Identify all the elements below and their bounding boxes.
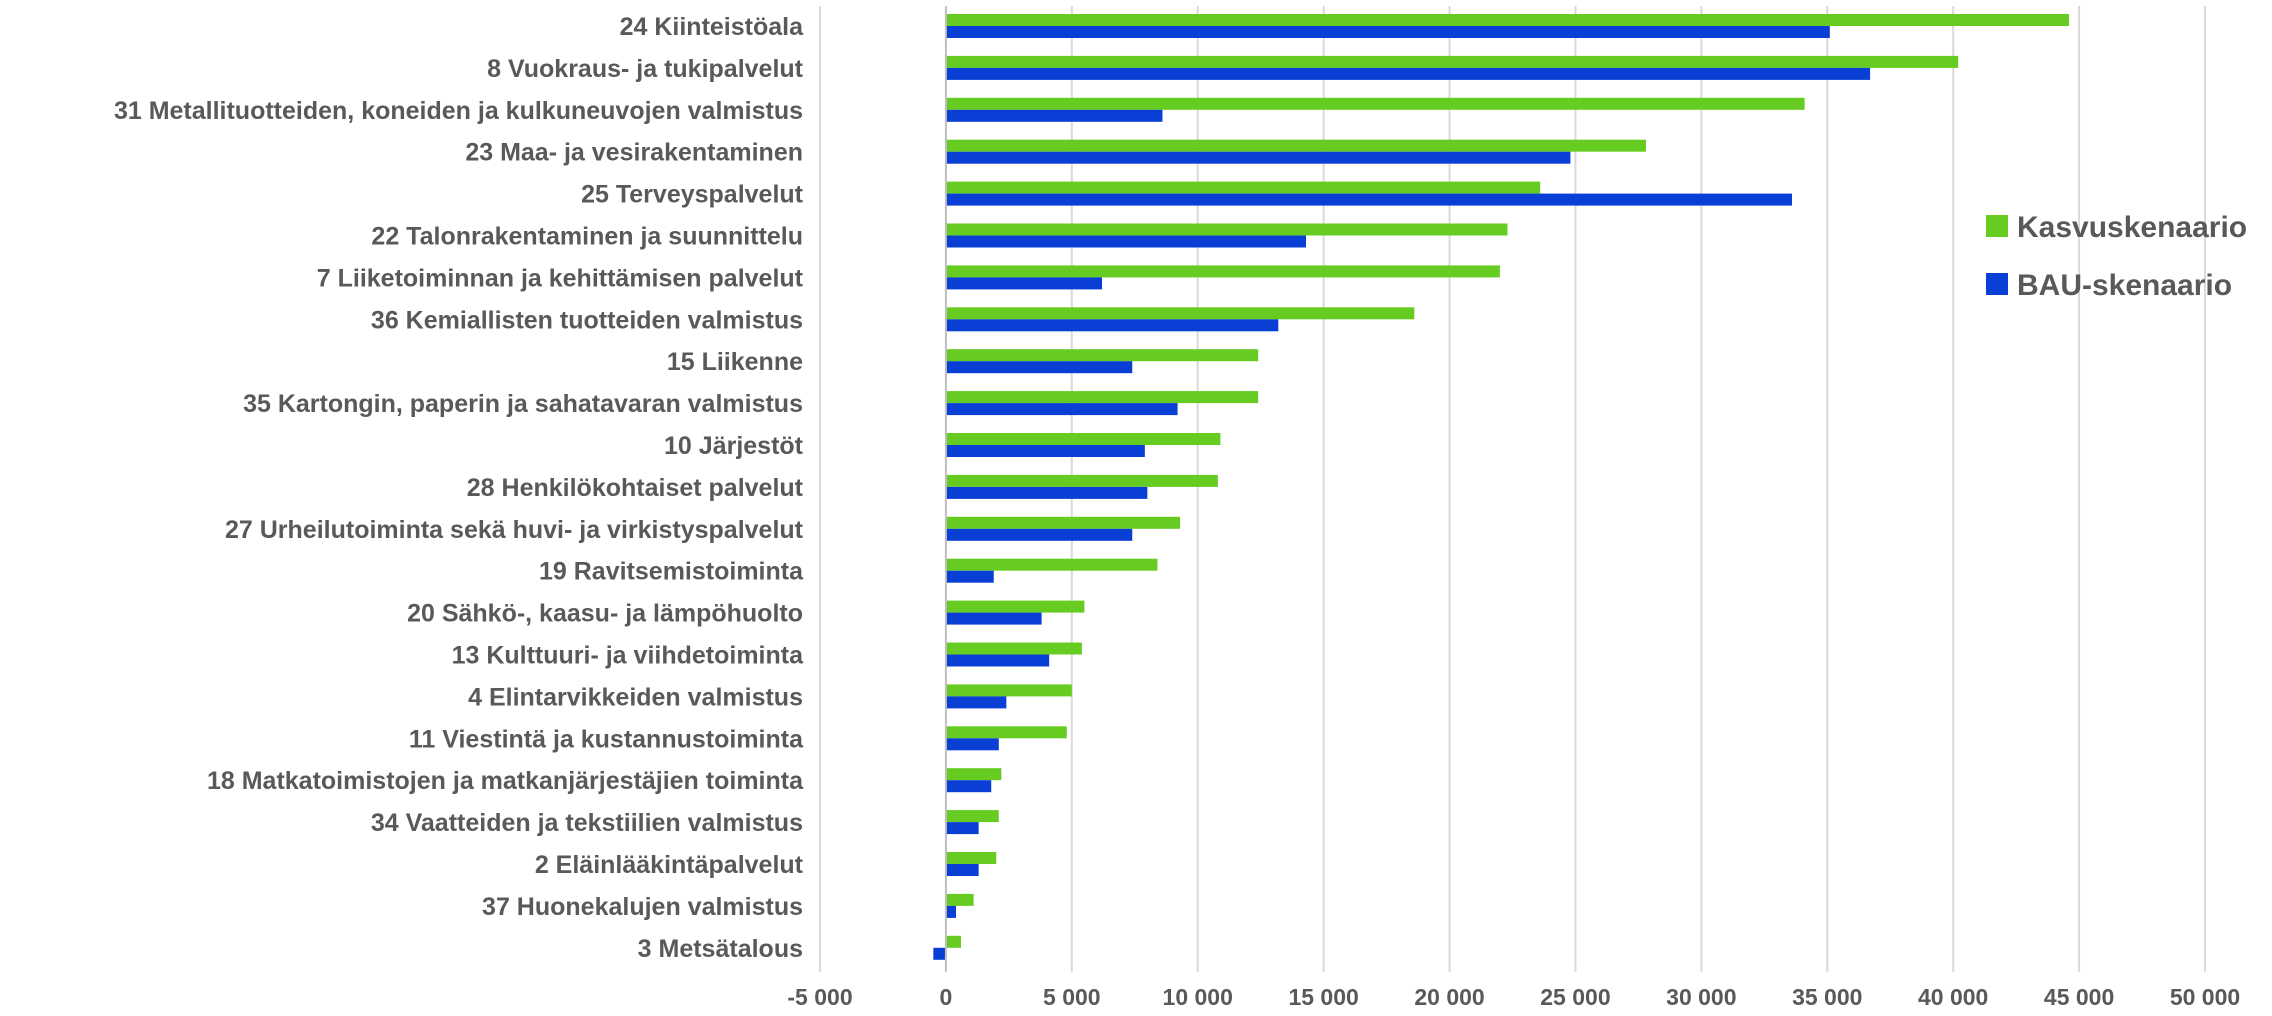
- category-label-10-jarjestot: 10 Järjestöt: [664, 432, 804, 460]
- category-label-34-vaatteiden-ja-tekstiilien-valmistus: 34 Vaatteiden ja tekstiilien valmistus: [371, 809, 803, 837]
- bar-bau-skenaario-8-vuokraus-ja-tukipalvelut: [945, 67, 1871, 80]
- category-label-4-elintarvikkeiden-valmistus: 4 Elintarvikkeiden valmistus: [468, 683, 803, 711]
- category-label-13-kulttuuri-ja-viihdetoiminta: 13 Kulttuuri- ja viihdetoiminta: [452, 642, 805, 670]
- legend: Kasvuskenaario BAU-skenaario: [1986, 211, 2247, 302]
- x-tick-label-40000: 40 000: [1918, 984, 1988, 1010]
- x-tick-label-50000: 50 000: [2170, 984, 2240, 1010]
- x-tick-label-10000: 10 000: [1163, 984, 1233, 1010]
- category-label-25-terveyspalvelut: 25 Terveyspalvelut: [581, 181, 804, 209]
- bar-kasvuskenaario-27-urheilutoiminta-seka-huvi-ja-virkistyspalvelut: [945, 516, 1181, 529]
- category-label-2-elainlaakintapalvelut: 2 Eläinlääkintäpalvelut: [535, 851, 804, 879]
- bar-bau-skenaario-10-jarjestot: [945, 445, 1145, 457]
- legend-swatch-kasvuskenaario: [1986, 215, 2008, 237]
- x-tick-label-5000: 5 000: [1043, 984, 1101, 1010]
- bar-bau-skenaario-22-talonrakentaminen-ja-suunnittelu: [945, 235, 1307, 248]
- bar-bau-skenaario-31-metallituotteiden-koneiden-ja-kulkuneuvojen-valmistus: [945, 109, 1163, 122]
- bar-bau-skenaario-2-elainlaakintapalvelut: [945, 864, 979, 876]
- category-label-23-maa-ja-vesirakentaminen: 23 Maa- ja vesirakentaminen: [465, 139, 803, 167]
- x-tick-label-45000: 45 000: [2044, 984, 2114, 1010]
- category-label-19-ravitsemistoiminta: 19 Ravitsemistoiminta: [539, 558, 804, 586]
- bar-kasvuskenaario-4-elintarvikkeiden-valmistus: [945, 684, 1072, 697]
- bar-bau-skenaario-23-maa-ja-vesirakentaminen: [945, 151, 1571, 164]
- category-label-15-liikenne: 15 Liikenne: [667, 348, 803, 376]
- bar-kasvuskenaario-10-jarjestot: [945, 433, 1221, 445]
- bar-kasvuskenaario-25-terveyspalvelut: [945, 181, 1541, 194]
- bar-bau-skenaario-36-kemiallisten-tuotteiden-valmistus: [945, 319, 1279, 332]
- bar-bau-skenaario-18-matkatoimistojen-ja-matkanjarjestajien-toiminta: [945, 780, 992, 793]
- x-tick-label-30000: 30 000: [1666, 984, 1736, 1010]
- x-tick-label-25000: 25 000: [1540, 984, 1610, 1010]
- bar-bau-skenaario-3-metsatalous: [933, 947, 946, 960]
- category-label-28-henkilokohtaiset-palvelut: 28 Henkilökohtaiset palvelut: [467, 474, 804, 502]
- category-labels: 24 Kiinteistöala 8 Vuokraus- ja tukipalve…: [114, 13, 804, 963]
- category-label-18-matkatoimistojen-ja-matkanjarjestajien-toiminta: 18 Matkatoimistojen ja matkanjärjestäjie…: [207, 767, 804, 795]
- bar-bau-skenaario-20-sahko-kaasu-ja-lampohuolto: [945, 612, 1042, 625]
- bar-kasvuskenaario-24-kiinteistoala: [945, 14, 2070, 26]
- bar-bau-skenaario-19-ravitsemistoiminta: [945, 570, 994, 583]
- bar-kasvuskenaario-15-liikenne: [945, 349, 1259, 362]
- legend-label-bau-skenaario: BAU-skenaario: [2017, 269, 2232, 302]
- x-tick-label-20000: 20 000: [1414, 984, 1484, 1010]
- bar-kasvuskenaario-7-liiketoiminnan-ja-kehittamisen-palvelut: [945, 265, 1500, 278]
- category-label-31-metallituotteiden-koneiden-ja-kulkuneuvojen-valmistus: 31 Metallituotteiden, koneiden ja kulkun…: [114, 97, 803, 125]
- bar-kasvuskenaario-35-kartongin-paperin-ja-sahatavaran-valmistus: [945, 391, 1259, 404]
- bar-bau-skenaario-4-elintarvikkeiden-valmistus: [945, 696, 1007, 709]
- category-label-27-urheilutoiminta-seka-huvi-ja-virkistyspalvelut: 27 Urheilutoiminta sekä huvi- ja virkist…: [225, 516, 804, 544]
- bar-bau-skenaario-11-viestinta-ja-kustannustoiminta: [945, 738, 999, 751]
- bar-kasvuskenaario-36-kemiallisten-tuotteiden-valmistus: [945, 307, 1415, 320]
- category-label-36-kemiallisten-tuotteiden-valmistus: 36 Kemiallisten tuotteiden valmistus: [371, 306, 803, 334]
- bar-kasvuskenaario-28-henkilokohtaiset-palvelut: [945, 474, 1218, 487]
- x-tick-label-35000: 35 000: [1792, 984, 1862, 1010]
- legend-swatch-bau-skenaario: [1986, 273, 2008, 295]
- bar-kasvuskenaario-18-matkatoimistojen-ja-matkanjarjestajien-toiminta: [945, 768, 1002, 781]
- bar-bau-skenaario-27-urheilutoiminta-seka-huvi-ja-virkistyspalvelut: [945, 528, 1133, 541]
- bar-bau-skenaario-15-liikenne: [945, 361, 1133, 374]
- bar-kasvuskenaario-19-ravitsemistoiminta: [945, 558, 1158, 571]
- x-tick-labels: -5 000 0 5 000 10 000 15 000 20 000 25 000 30 0…: [787, 984, 2240, 1010]
- bar-bau-skenaario-7-liiketoiminnan-ja-kehittamisen-palvelut: [945, 277, 1103, 290]
- bar-kasvuskenaario-37-huonekalujen-valmistus: [945, 893, 974, 906]
- bar-bau-skenaario-25-terveyspalvelut: [945, 193, 1793, 206]
- legend-label-kasvuskenaario: Kasvuskenaario: [2017, 211, 2247, 244]
- bar-kasvuskenaario-8-vuokraus-ja-tukipalvelut: [945, 55, 1959, 68]
- x-tick-label-15000: 15 000: [1288, 984, 1358, 1010]
- category-label-7-liiketoiminnan-ja-kehittamisen-palvelut: 7 Liiketoiminnan ja kehittämisen palvelu…: [317, 264, 804, 292]
- bar-kasvuskenaario-3-metsatalous: [945, 935, 962, 948]
- bar-bau-skenaario-28-henkilokohtaiset-palvelut: [945, 486, 1148, 499]
- category-label-37-huonekalujen-valmistus: 37 Huonekalujen valmistus: [482, 893, 803, 921]
- bar-kasvuskenaario-34-vaatteiden-ja-tekstiilien-valmistus: [945, 810, 999, 823]
- bar-bau-skenaario-37-huonekalujen-valmistus: [945, 905, 956, 918]
- x-tick-label-0: 0: [940, 984, 953, 1010]
- bar-kasvuskenaario-2-elainlaakintapalvelut: [945, 852, 997, 864]
- category-label-35-kartongin-paperin-ja-sahatavaran-valmistus: 35 Kartongin, paperin ja sahatavaran val…: [243, 390, 803, 418]
- bar-bau-skenaario-24-kiinteistoala: [945, 26, 1830, 38]
- category-label-3-metsatalous: 3 Metsätalous: [638, 935, 803, 963]
- category-label-22-talonrakentaminen-ja-suunnittelu: 22 Talonrakentaminen ja suunnittelu: [371, 223, 803, 251]
- category-label-8-vuokraus-ja-tukipalvelut: 8 Vuokraus- ja tukipalvelut: [487, 55, 804, 83]
- bar-kasvuskenaario-13-kulttuuri-ja-viihdetoiminta: [945, 642, 1082, 655]
- bar-bau-skenaario-13-kulttuuri-ja-viihdetoiminta: [945, 654, 1050, 667]
- bar-kasvuskenaario-22-talonrakentaminen-ja-suunnittelu: [945, 223, 1508, 236]
- category-label-20-sahko-kaasu-ja-lampohuolto: 20 Sähkö-, kaasu- ja lämpöhuolto: [407, 600, 803, 628]
- bar-bau-skenaario-35-kartongin-paperin-ja-sahatavaran-valmistus: [945, 403, 1178, 416]
- bar-kasvuskenaario-31-metallituotteiden-koneiden-ja-kulkuneuvojen-valmistus: [945, 97, 1805, 110]
- bar-kasvuskenaario-11-viestinta-ja-kustannustoiminta: [945, 726, 1067, 739]
- bar-kasvuskenaario-20-sahko-kaasu-ja-lampohuolto: [945, 600, 1085, 613]
- category-label-11-viestinta-ja-kustannustoiminta: 11 Viestintä ja kustannustoiminta: [409, 725, 804, 753]
- category-label-24-kiinteistoala: 24 Kiinteistöala: [620, 13, 804, 41]
- gridlines: [819, 6, 2206, 972]
- bars: [933, 14, 2070, 960]
- bar-bau-skenaario-34-vaatteiden-ja-tekstiilien-valmistus: [945, 822, 979, 835]
- bar-kasvuskenaario-23-maa-ja-vesirakentaminen: [945, 139, 1646, 152]
- x-tick-label-5000: -5 000: [787, 984, 852, 1010]
